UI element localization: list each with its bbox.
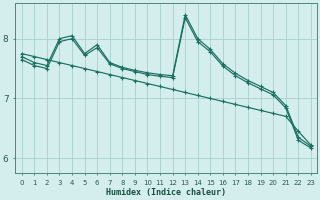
X-axis label: Humidex (Indice chaleur): Humidex (Indice chaleur) xyxy=(106,188,226,197)
